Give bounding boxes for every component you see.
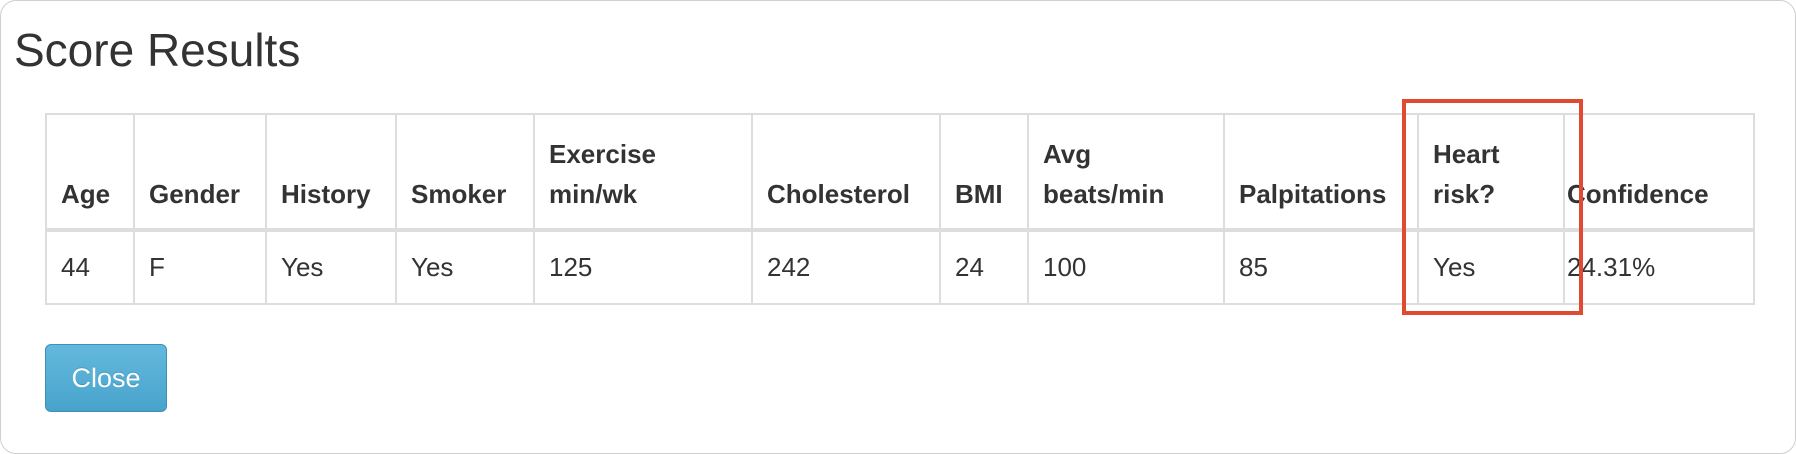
header-exercise-line1: Exercise: [549, 139, 656, 169]
header-heart-risk: Heart risk?: [1417, 113, 1565, 232]
header-exercise: Exercise min/wk: [533, 113, 753, 232]
close-button[interactable]: Close: [45, 344, 167, 412]
cell-palpitations: 85: [1223, 229, 1419, 305]
cell-bmi: 24: [939, 229, 1029, 305]
cell-avg-beats: 100: [1027, 229, 1225, 305]
modal-title: Score Results: [14, 24, 301, 76]
cell-exercise: 125: [533, 229, 753, 305]
header-avg-line1: Avg: [1043, 139, 1092, 169]
header-heart-line1: Heart: [1433, 139, 1500, 169]
header-avg-line2: beats/min: [1043, 179, 1165, 209]
cell-gender: F: [133, 229, 267, 305]
header-palpitations: Palpitations: [1223, 113, 1419, 232]
header-heart-line2: risk?: [1433, 179, 1496, 209]
table-header-row: Age Gender History Smoker Exercise min/wk…: [45, 113, 1755, 232]
cell-history: Yes: [265, 229, 397, 305]
header-bmi: BMI: [939, 113, 1029, 232]
table-row: 44 F Yes Yes 125 242 24 100 85 Yes 24.31…: [45, 229, 1755, 305]
header-age: Age: [45, 113, 135, 232]
header-confidence: Confidence: [1563, 113, 1755, 232]
header-gender: Gender: [133, 113, 267, 232]
header-smoker: Smoker: [395, 113, 535, 232]
results-table: Age Gender History Smoker Exercise min/wk…: [45, 113, 1755, 305]
header-history: History: [265, 113, 397, 232]
cell-confidence: 24.31%: [1563, 229, 1755, 305]
header-cholesterol: Cholesterol: [751, 113, 941, 232]
cell-smoker: Yes: [395, 229, 535, 305]
header-avg-beats: Avg beats/min: [1027, 113, 1225, 232]
cell-heart-risk: Yes: [1417, 229, 1565, 305]
cell-age: 44: [45, 229, 135, 305]
header-exercise-line2: min/wk: [549, 179, 638, 209]
cell-cholesterol: 242: [751, 229, 941, 305]
